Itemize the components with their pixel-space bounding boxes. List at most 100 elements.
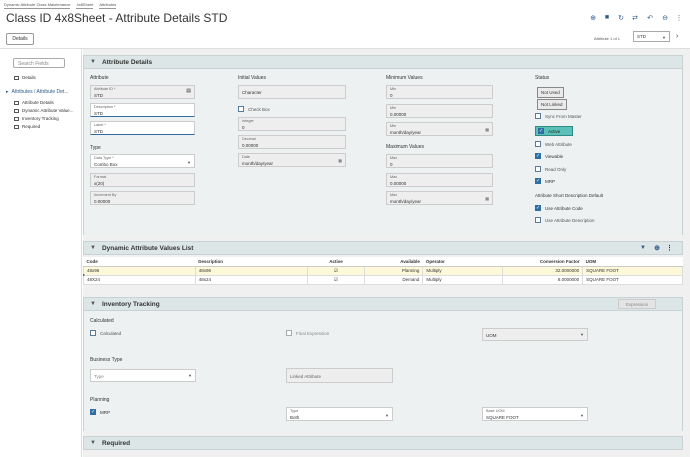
checkbox[interactable] <box>535 113 541 119</box>
calendar-icon[interactable]: ▦ <box>485 127 489 132</box>
use-attribute-code-checkbox[interactable]: ✓ Use Attribute Code <box>535 205 583 211</box>
use-attribute-description-checkbox[interactable]: Use Attribute Description <box>535 217 595 223</box>
cell-available[interactable]: Demand <box>364 274 424 285</box>
nav-item[interactable]: Required <box>14 124 40 129</box>
details-button[interactable]: Details <box>6 33 34 45</box>
initial-integer-field[interactable]: Integer 0 <box>238 117 346 131</box>
base-uom-select[interactable]: Base UOM SQUARE FOOT ▼ <box>482 407 588 421</box>
sync-from-master-checkbox[interactable]: Sync From Master <box>535 113 582 119</box>
column-header[interactable]: Conversion Factor <box>502 257 583 267</box>
breadcrumb-item[interactable]: Attributes <box>99 2 117 9</box>
viewable-checkbox[interactable]: ✓ Viewable <box>535 153 563 159</box>
nav-item[interactable]: Inventory Tracking <box>14 116 59 121</box>
format-field[interactable]: Format x(20) <box>90 173 195 187</box>
calculated-checkbox[interactable]: Calculated <box>90 330 121 336</box>
dynamic-values-header[interactable]: ▼ Dynamic Attribute Values List ▼ ⊕ ⋮ <box>83 241 683 255</box>
column-header[interactable]: UOM <box>582 257 683 267</box>
filter-icon[interactable]: ▼ <box>640 245 646 251</box>
column-header[interactable]: Description <box>195 257 308 267</box>
attribute-id-field[interactable]: Attribute ID * STD ▤ <box>90 85 195 99</box>
undo-icon[interactable]: ↶ <box>647 15 653 22</box>
cell-factor[interactable]: 32.0000000 <box>502 265 584 276</box>
column-header[interactable]: Active <box>307 257 365 267</box>
min-decimal-field[interactable]: Min 0.00000 <box>386 104 493 118</box>
web-attribute-checkbox[interactable]: Web Attribute <box>535 141 572 147</box>
more-icon[interactable]: ⋮ <box>666 245 673 252</box>
inventory-tracking-header[interactable]: ▼ Inventory Tracking Expression <box>83 297 683 311</box>
checkbox[interactable] <box>535 217 541 223</box>
checkbox[interactable] <box>286 330 292 336</box>
cell-uom[interactable]: SQUARE FOOT <box>582 274 683 285</box>
add-icon[interactable]: ⊕ <box>654 245 660 252</box>
table-row[interactable]: 48X24 48x24 ☑ Demand Multiply 8.0000000 … <box>83 274 683 285</box>
checkbox[interactable] <box>238 106 244 112</box>
document-icon[interactable]: ▤ <box>186 88 191 94</box>
checkbox[interactable]: ✓ <box>535 178 541 184</box>
checkbox[interactable]: ✓ <box>535 205 541 211</box>
max-decimal-field[interactable]: Max 0.00000 <box>386 173 493 187</box>
save-icon[interactable]: ■ <box>604 14 610 21</box>
cell-available[interactable]: Planning <box>364 265 424 276</box>
column-header[interactable]: Operator <box>422 257 503 267</box>
min-integer-field[interactable]: Min 0 <box>386 85 493 99</box>
not-used-button[interactable]: Not Used <box>537 87 564 98</box>
sync-icon[interactable]: ⇄ <box>632 15 638 22</box>
checkbox-checked-icon[interactable]: ☑ <box>333 267 339 273</box>
table-row[interactable]: 48x96 48x96 ☑ Planning Multiply 32.00000… <box>83 265 683 276</box>
checkbox[interactable]: ✓ <box>538 128 544 134</box>
checkbox-checked-icon[interactable]: ☑ <box>333 276 339 282</box>
refresh-icon[interactable]: ↻ <box>618 15 624 22</box>
cell-description[interactable]: 48x96 <box>194 265 308 276</box>
chevron-right-icon[interactable]: › <box>676 33 679 40</box>
increment-field[interactable]: Increment By 0.00000 <box>90 191 195 205</box>
max-date-field[interactable]: Max month/day/year ▦ <box>386 191 493 205</box>
cell-operator[interactable]: Multiply <box>422 265 504 276</box>
breadcrumb-item[interactable]: Dynamic Attribute Class Maintenance <box>4 2 71 9</box>
checkbox[interactable] <box>535 141 541 147</box>
checkbox[interactable] <box>90 330 96 336</box>
add-icon[interactable]: ⊕ <box>590 15 596 22</box>
checkbox[interactable] <box>535 166 541 172</box>
calendar-icon[interactable]: ▦ <box>485 196 489 201</box>
attribute-details-header[interactable]: ▼ Attribute Details <box>83 55 683 69</box>
calendar-icon[interactable]: ▦ <box>338 158 342 163</box>
active-checkbox[interactable]: ✓ Active <box>535 126 574 136</box>
more-icon[interactable]: ⋮ <box>675 15 683 22</box>
final-expression-checkbox[interactable]: Final Expression <box>286 330 329 336</box>
check-box-checkbox[interactable]: Check Box <box>238 106 270 112</box>
checkbox[interactable]: ✓ <box>90 409 96 415</box>
mrp-checkbox[interactable]: ✓ MRP <box>535 178 555 184</box>
initial-date-field[interactable]: Date month/day/year ▦ <box>238 153 346 167</box>
planning-type-select[interactable]: Type Both ▼ <box>286 407 393 421</box>
cell-uom[interactable]: SQUARE FOOT <box>582 265 683 276</box>
cell-description[interactable]: 48x24 <box>194 274 308 285</box>
read-only-checkbox[interactable]: Read Only <box>535 166 566 172</box>
column-header[interactable]: Code <box>83 257 196 267</box>
linked-attribute-field[interactable]: Linked Attribute <box>286 368 393 383</box>
max-integer-field[interactable]: Max 0 <box>386 154 493 168</box>
nav-item[interactable]: Dynamic Attribute Value... <box>14 108 73 113</box>
search-input[interactable]: Search Fields <box>13 58 65 68</box>
cell-factor[interactable]: 8.0000000 <box>502 274 584 285</box>
nav-details[interactable]: Details <box>14 75 36 80</box>
required-header[interactable]: ▼ Required <box>83 436 683 450</box>
uom-select[interactable]: UOM ▼ <box>482 328 588 341</box>
initial-character-field[interactable]: Character <box>238 85 346 99</box>
business-type-select[interactable]: Type ▼ <box>90 369 196 382</box>
planning-mrp-checkbox[interactable]: ✓ MRP <box>90 409 110 415</box>
description-field[interactable]: Description * STD <box>90 103 195 117</box>
cell-active[interactable]: ☑ <box>306 274 366 285</box>
cell-code[interactable]: 48X24 <box>83 274 196 285</box>
label-field[interactable]: Label * STD <box>90 121 195 135</box>
delete-icon[interactable]: ⊖ <box>662 15 668 22</box>
not-linked-button[interactable]: Not Linked <box>537 99 567 110</box>
cell-code[interactable]: 48x96 <box>83 265 196 276</box>
initial-decimal-field[interactable]: Decimal 0.00000 <box>238 135 346 149</box>
checkbox[interactable]: ✓ <box>535 153 541 159</box>
nav-group[interactable]: ▸ Attributes / Attribute Det... <box>6 89 69 95</box>
nav-item[interactable]: Attribute Details <box>14 100 54 105</box>
cell-operator[interactable]: Multiply <box>422 274 504 285</box>
expression-button[interactable]: Expression <box>618 299 656 309</box>
cell-active[interactable]: ☑ <box>306 265 366 276</box>
data-type-select[interactable]: Data Type * Combo Box ▼ <box>90 154 195 168</box>
